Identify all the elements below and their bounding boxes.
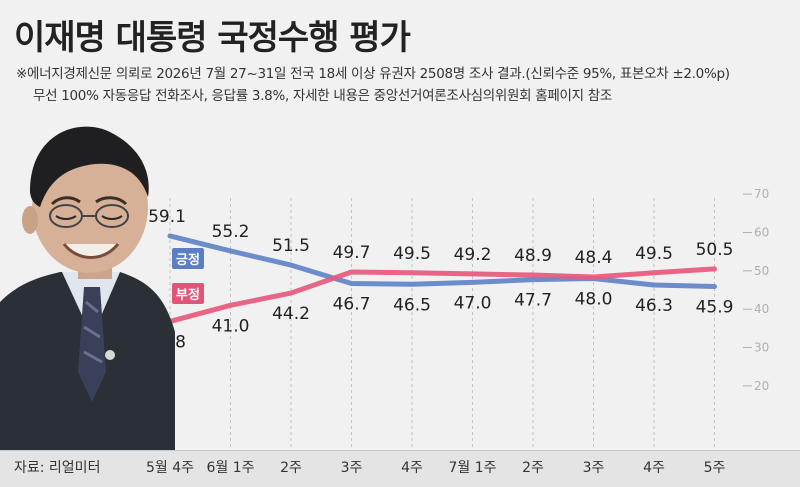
series-line-negative [167,266,717,324]
data-label-positive-7: 48.0 [575,290,613,310]
series-line-positive [167,233,717,290]
data-label-positive-0: 59.1 [148,207,186,227]
y-tick-label: 70 [754,187,769,201]
x-tick-label-6: 2주 [522,460,544,476]
data-label-positive-5: 47.0 [454,293,492,313]
data-label-negative-8: 49.5 [635,244,673,264]
data-label-positive-3: 46.7 [333,294,371,314]
y-tick-label: 30 [754,341,769,355]
series-label-positive: 긍정 [172,248,204,269]
x-tick-label-2: 2주 [280,460,302,476]
data-label-negative-4: 49.5 [393,244,431,264]
y-tick-label: 50 [754,264,769,278]
y-tick-label: 20 [754,379,769,393]
y-tick-label: 60 [754,226,769,240]
data-label-negative-3: 49.7 [333,243,371,263]
x-tick-label-1: 6월 1주 [206,460,255,476]
survey-note-line-2: 무선 100% 자동응답 전화조사, 응답률 3.8%, 자세한 내용은 중앙선… [33,88,612,104]
x-tick-label-4: 4주 [401,460,423,476]
data-label-positive-8: 46.3 [635,296,673,316]
source-label: 자료: 리얼미터 [14,460,101,476]
data-label-negative-5: 49.2 [454,245,492,265]
data-label-positive-2: 51.5 [272,236,310,256]
survey-note-line-1: ※에너지경제신문 의뢰로 2026년 7월 27~31일 전국 18세 이상 유… [16,66,730,82]
x-tick-label-5: 7월 1주 [448,460,497,476]
x-tick-label-7: 3주 [582,460,605,476]
data-label-positive-1: 55.2 [212,222,250,242]
chart-title: 이재명 대통령 국정수행 평가 [14,18,411,58]
data-label-negative-2: 44.2 [272,304,310,324]
data-label-positive-9: 45.9 [696,298,734,318]
data-label-positive-6: 47.7 [514,291,552,311]
data-label-negative-6: 48.9 [514,246,552,266]
x-tick-label-9: 5주 [703,460,726,476]
data-label-negative-9: 50.5 [696,240,734,260]
x-tick-label-8: 4주 [643,460,665,476]
president-portrait-image [0,126,175,450]
y-tick-label: 40 [754,302,769,316]
data-label-positive-4: 46.5 [393,295,431,315]
x-axis-bar [0,450,800,487]
data-label-negative-7: 48.4 [575,248,613,268]
series-label-negative: 부정 [172,283,204,304]
x-tick-label-3: 3주 [340,460,363,476]
data-label-negative-1: 41.0 [212,316,250,336]
x-tick-label-0: 5월 4주 [145,460,195,476]
